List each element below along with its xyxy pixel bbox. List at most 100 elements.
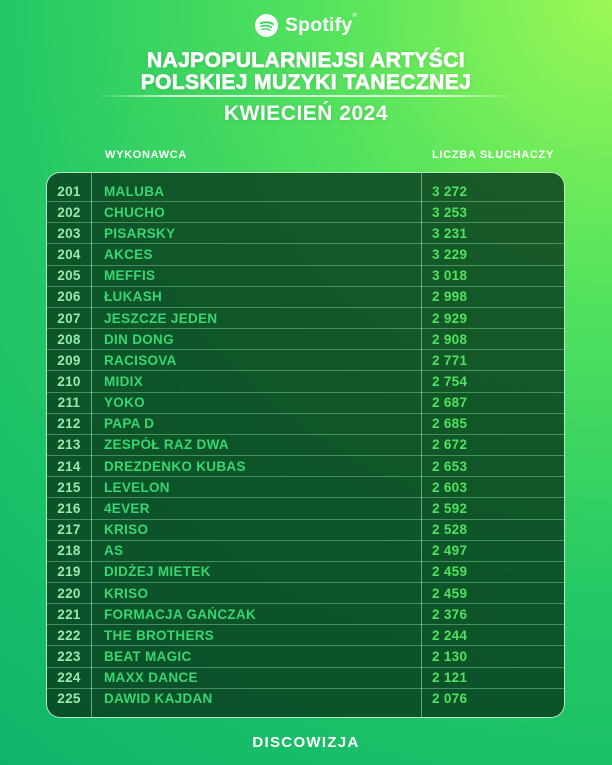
table-row: 218 AS 2 497	[47, 539, 564, 561]
row-rank: 214	[57, 458, 81, 474]
row-artist: MEFFIS	[104, 268, 156, 284]
row-artist: ŁUKASH	[104, 289, 163, 305]
title-line-1: NAJPOPULARNIEJSI ARTYŚCI	[146, 49, 466, 72]
spotify-logo: Spotify®	[0, 13, 612, 37]
table-row: 220 KRISO 2 459	[47, 581, 564, 603]
title-divider	[96, 95, 516, 97]
artists-table: 201 MALUBA 3 272 202 CHUCHO 3 253 203 PI…	[46, 172, 565, 718]
row-rank: 221	[57, 606, 81, 622]
row-artist: DAWID KAJDAN	[104, 691, 213, 707]
row-artist: YOKO	[104, 395, 145, 411]
row-artist: KRISO	[104, 522, 149, 538]
row-artist: KRISO	[104, 585, 149, 601]
row-rank: 203	[57, 225, 81, 241]
row-artist: CHUCHO	[104, 204, 166, 220]
row-rank: 208	[57, 331, 81, 347]
row-listeners: 2 497	[432, 543, 468, 559]
row-listeners: 2 603	[432, 479, 468, 495]
column-divider	[421, 173, 422, 717]
row-artist: AS	[104, 543, 124, 559]
row-listeners: 2 908	[432, 331, 468, 347]
table-row: 210 MIDIX 2 754	[47, 370, 564, 391]
row-artist: THE BROTHERS	[104, 627, 215, 643]
row-rank: 201	[57, 183, 81, 199]
row-rank: 212	[57, 416, 81, 432]
table-row: 211 YOKO 2 687	[47, 391, 564, 413]
row-artist: RACISOVA	[104, 352, 177, 368]
row-rank: 225	[57, 691, 81, 707]
row-rank: 211	[57, 395, 81, 411]
table-row: 221 FORMACJA GAŃCZAK 2 376	[47, 603, 564, 624]
column-header-artist: WYKONAWCA	[105, 149, 188, 161]
row-artist: DREZDENKO KUBAS	[104, 458, 246, 474]
footer-credit: DISCOWIZJA	[252, 734, 360, 751]
row-artist: AKCES	[104, 247, 153, 263]
row-rank: 216	[57, 500, 81, 516]
period-label: KWIECIEŃ 2024	[223, 102, 389, 125]
row-artist: MALUBA	[104, 183, 165, 199]
row-rank: 210	[57, 373, 81, 389]
table-row: 206 ŁUKASH 2 998	[47, 285, 564, 307]
row-listeners: 3 229	[432, 247, 468, 263]
table-row: 204 AKCES 3 229	[47, 243, 564, 264]
column-header-listeners: LICZBA SŁUCHACZY	[432, 149, 555, 161]
row-listeners: 2 998	[432, 289, 468, 305]
row-listeners: 2 528	[432, 522, 468, 538]
row-rank: 205	[57, 268, 81, 284]
table-row: 207 JESZCZE JEDEN 2 929	[47, 306, 564, 328]
row-listeners: 2 672	[432, 437, 468, 453]
row-listeners: 2 653	[432, 458, 468, 474]
row-artist: MAXX DANCE	[104, 670, 198, 686]
row-listeners: 2 687	[432, 395, 468, 411]
row-rank: 218	[57, 543, 81, 559]
row-rank: 207	[57, 310, 81, 326]
row-rank: 209	[57, 352, 81, 368]
table-row: 203 PISARSKY 3 231	[47, 222, 564, 243]
row-rank: 213	[57, 437, 81, 453]
row-listeners: 3 253	[432, 204, 468, 220]
table-row: 202 CHUCHO 3 253	[47, 201, 564, 222]
row-rank: 223	[57, 649, 81, 665]
table-row: 219 DIDŻEJ MIETEK 2 459	[47, 560, 564, 582]
row-rank: 222	[57, 627, 81, 643]
spotify-wordmark: Spotify®	[284, 13, 358, 36]
row-listeners: 2 459	[432, 585, 468, 601]
table-row: 205 MEFFIS 3 018	[47, 264, 564, 286]
table-row: 222 THE BROTHERS 2 244	[47, 624, 564, 645]
registered-mark: ®	[352, 13, 358, 19]
row-artist: 4EVER	[104, 500, 150, 516]
row-rank: 204	[57, 247, 81, 263]
title-line-2: POLSKIEJ MUZYKI TANECZNEJ	[140, 71, 472, 94]
table-row: 214 DREZDENKO KUBAS 2 653	[47, 455, 564, 476]
row-artist: DIN DONG	[104, 331, 174, 347]
table-row: 217 KRISO 2 528	[47, 518, 564, 540]
table-row: 224 MAXX DANCE 2 121	[47, 666, 564, 688]
row-artist: MIDIX	[104, 373, 144, 389]
row-rank: 206	[57, 289, 81, 305]
row-rank: 219	[57, 564, 81, 580]
row-rank: 220	[57, 585, 81, 601]
row-artist: PISARSKY	[104, 225, 176, 241]
row-listeners: 2 459	[432, 564, 468, 580]
page-title: NAJPOPULARNIEJSI ARTYŚCI POLSKIEJ MUZYKI…	[0, 49, 612, 94]
table-row: 216 4EVER 2 592	[47, 497, 564, 518]
table-row: 212 PAPA D 2 685	[47, 412, 564, 434]
row-listeners: 2 771	[432, 352, 468, 368]
spotify-icon	[254, 13, 278, 37]
row-listeners: 2 754	[432, 373, 468, 389]
row-artist: DIDŻEJ MIETEK	[104, 564, 211, 580]
row-artist: BEAT MAGIC	[104, 649, 192, 665]
row-listeners: 2 929	[432, 310, 468, 326]
row-listeners: 2 130	[432, 649, 468, 665]
row-artist: JESZCZE JEDEN	[104, 310, 218, 326]
table-row: 223 BEAT MAGIC 2 130	[47, 645, 564, 666]
row-listeners: 2 244	[432, 627, 468, 643]
row-rank: 224	[57, 670, 81, 686]
row-listeners: 3 272	[432, 183, 468, 199]
row-listeners: 3 231	[432, 225, 468, 241]
row-artist: ZESPÓŁ RAZ DWA	[104, 437, 229, 453]
table-row: 213 ZESPÓŁ RAZ DWA 2 672	[47, 433, 564, 455]
row-rank: 217	[57, 522, 81, 538]
row-artist: LEVELON	[104, 479, 170, 495]
row-rank: 215	[57, 479, 81, 495]
